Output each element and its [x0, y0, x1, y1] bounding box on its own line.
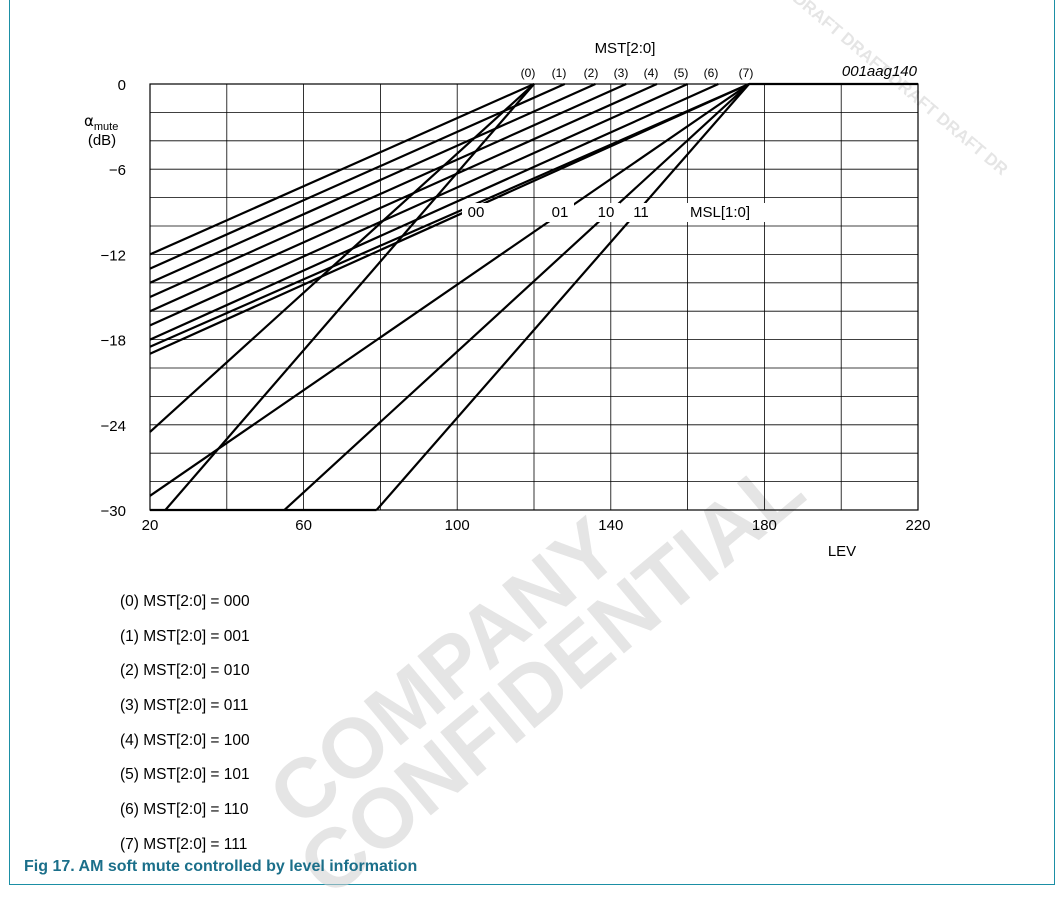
mst-curve-1 [149, 82, 566, 270]
x-tick-label: 220 [905, 517, 930, 534]
mst-curve-3 [149, 82, 627, 299]
legend-item: (5) MST[2:0] = 101 [120, 766, 250, 784]
msl-group-label-bg [686, 203, 768, 222]
y-tick-label: −30 [101, 503, 126, 520]
mst-label: (6) [704, 66, 719, 80]
mst-label: (2) [584, 66, 599, 80]
msl-label-bg [627, 203, 655, 222]
legend-item: (7) MST[2:0] = 111 [120, 835, 248, 853]
x-tick-label: 180 [752, 517, 777, 534]
msl-label: 10 [598, 204, 615, 221]
mst-group-label: MST[2:0] [595, 40, 656, 57]
x-tick-label: 100 [445, 517, 470, 534]
legend-item: (0) MST[2:0] = 000 [120, 593, 250, 610]
y-axis-label-sub: mute [94, 121, 118, 133]
extra-curve-0 [149, 83, 535, 433]
legend-item: (3) MST[2:0] = 011 [120, 697, 249, 715]
watermark-draft: DRAFT DRAFT DRAFT DRAFT DR [789, 0, 1011, 179]
mst-legend: (0) MST[2:0] = 000 (1) MST[2:0] = 001 (2) … [120, 592, 250, 870]
y-axis-label-main: α [84, 112, 94, 130]
figure-code: 001aag140 [842, 63, 918, 80]
x-tick-label: 60 [295, 517, 312, 534]
msl-labels: 00 01 10 11 [462, 203, 768, 222]
extra-curve-1 [164, 83, 535, 511]
legend-item: (2) MST[2:0] = 010 [120, 662, 250, 680]
mst-label: (5) [674, 66, 689, 80]
msl-group-label: MSL[1:0] [690, 204, 750, 221]
curves [149, 82, 918, 512]
msl-curve-3 [375, 83, 750, 511]
legend-item: (4) MST[2:0] = 100 [120, 731, 250, 749]
grid [150, 84, 918, 510]
x-axis-label: LEV [828, 543, 856, 560]
mst-label: (0) [521, 66, 536, 80]
tick-labels: 20 60 100 140 180 220 0 −6 −12 −18 −24 −30 [101, 77, 931, 534]
mst-labels: (0) (1) (2) (3) (4) (5) (6) (7) [521, 66, 754, 80]
figure-frame [9, 0, 1055, 885]
x-tick-label: 140 [598, 517, 623, 534]
mst-curve-4 [149, 82, 658, 313]
mst-label: (4) [644, 66, 659, 80]
msl-label: 11 [633, 204, 649, 221]
msl-label: 00 [468, 204, 485, 221]
msl-label-bg [592, 203, 620, 222]
legend-item: (1) MST[2:0] = 001 [120, 627, 250, 645]
mst-curve-6 [149, 82, 719, 341]
y-tick-label: 0 [118, 77, 126, 94]
msl-label: 01 [552, 204, 569, 221]
legend-item: (6) MST[2:0] = 110 [120, 801, 249, 819]
y-axis-label: αmute [84, 112, 118, 133]
msl-curve-2 [283, 83, 750, 511]
mst-label: (1) [552, 66, 567, 80]
mst-curve-5 [149, 82, 689, 327]
msl-label-bg [462, 203, 490, 222]
mst-label: (7) [739, 66, 754, 80]
y-tick-label: −12 [101, 247, 126, 264]
y-tick-label: −6 [109, 162, 126, 179]
y-axis-unit: (dB) [88, 132, 116, 149]
mst-label: (3) [614, 66, 629, 80]
y-tick-label: −24 [101, 418, 126, 435]
msl-label-bg [546, 203, 574, 222]
mst-curve-0 [149, 82, 535, 256]
figure-caption: Fig 17. AM soft mute controlled by level… [24, 858, 418, 875]
y-tick-label: −18 [101, 333, 126, 350]
msl-curve-0 [149, 82, 750, 348]
mst-curve-2 [149, 82, 596, 284]
x-tick-label: 20 [142, 517, 159, 534]
msl-curve-1 [149, 83, 750, 497]
